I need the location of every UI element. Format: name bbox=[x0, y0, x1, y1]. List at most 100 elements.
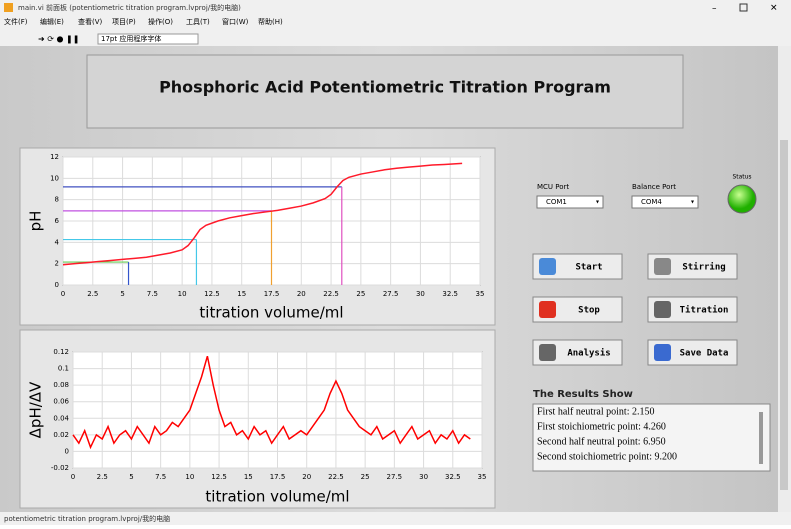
results-box bbox=[532, 403, 771, 472]
x-tick-label: 20 bbox=[297, 290, 306, 298]
status-bar bbox=[0, 512, 791, 525]
button-label[interactable]: Save Data bbox=[680, 349, 729, 359]
button-icon[interactable] bbox=[539, 301, 556, 318]
button-icon[interactable] bbox=[539, 258, 556, 275]
maximize[interactable] bbox=[739, 3, 748, 12]
scroll-thumb[interactable] bbox=[780, 140, 788, 490]
y-tick-label: 0.06 bbox=[53, 398, 69, 406]
button[interactable]: Save Data bbox=[647, 339, 738, 366]
x-axis-label: titration volume/ml bbox=[205, 488, 349, 506]
x-tick-label: 17.5 bbox=[264, 290, 280, 298]
x-tick-label: 32.5 bbox=[442, 290, 458, 298]
x-tick-label: 27.5 bbox=[387, 473, 403, 481]
dropdown-arrow[interactable]: ▾ bbox=[596, 199, 599, 206]
status-led bbox=[727, 184, 757, 214]
y-axis-label: ΔpH/ΔV bbox=[27, 381, 45, 438]
result-line: First half neutral point: 2.150 bbox=[537, 406, 655, 417]
y-tick-label: 0.02 bbox=[53, 431, 69, 439]
y-tick-label: 8 bbox=[55, 196, 59, 204]
results-scroll[interactable] bbox=[759, 412, 763, 464]
button-icon[interactable] bbox=[654, 301, 671, 318]
button-icon[interactable] bbox=[654, 344, 671, 361]
x-tick-label: 25 bbox=[361, 473, 370, 481]
x-tick-label: 5 bbox=[120, 290, 124, 298]
x-tick-label: 30 bbox=[416, 290, 425, 298]
balance-port-label: Balance Port bbox=[632, 183, 676, 191]
x-tick-label: 7.5 bbox=[147, 290, 158, 298]
mcu-port-label: MCU Port bbox=[537, 183, 569, 191]
button-icon[interactable] bbox=[654, 258, 671, 275]
status-label: Status bbox=[732, 174, 751, 181]
x-tick-label: 32.5 bbox=[445, 473, 461, 481]
x-tick-label: 15 bbox=[237, 290, 246, 298]
x-tick-label: 12.5 bbox=[204, 290, 220, 298]
x-tick-label: 25 bbox=[356, 290, 365, 298]
y-tick-label: 0.1 bbox=[58, 365, 69, 373]
menu-item[interactable]: 帮助(H) bbox=[258, 17, 283, 26]
y-tick-label: 0.12 bbox=[53, 348, 69, 356]
result-line: Second stoichiometric point: 9.200 bbox=[537, 451, 677, 462]
y-tick-label: 0 bbox=[65, 447, 69, 455]
title-box bbox=[86, 54, 684, 129]
x-tick-label: 10 bbox=[178, 290, 187, 298]
menu-item[interactable]: 查看(V) bbox=[78, 17, 103, 26]
menu-item[interactable]: 文件(F) bbox=[4, 17, 28, 26]
balance-port-select[interactable] bbox=[631, 195, 699, 209]
menu-item[interactable]: 窗口(W) bbox=[222, 17, 249, 26]
button[interactable]: Titration bbox=[647, 296, 738, 323]
x-tick-label: 20 bbox=[302, 473, 311, 481]
x-tick-label: 0 bbox=[71, 473, 75, 481]
toolbar-run[interactable]: ➜ ⟳ ● ❚❚ bbox=[38, 35, 79, 44]
y-tick-label: -0.02 bbox=[51, 464, 69, 472]
y-tick-label: 0.04 bbox=[53, 414, 69, 422]
button[interactable]: Start bbox=[532, 253, 623, 280]
result-line: Second half neutral point: 6.950 bbox=[537, 436, 666, 447]
button-label[interactable]: Start bbox=[575, 263, 602, 273]
minimize[interactable]: – bbox=[712, 4, 717, 14]
button-label[interactable]: Analysis bbox=[567, 348, 610, 359]
x-axis-label: titration volume/ml bbox=[199, 304, 343, 322]
x-tick-label: 15 bbox=[244, 473, 253, 481]
y-axis-label: pH bbox=[27, 211, 45, 232]
x-tick-label: 10 bbox=[185, 473, 194, 481]
y-tick-label: 0.08 bbox=[53, 381, 69, 389]
x-tick-label: 2.5 bbox=[87, 290, 98, 298]
dropdown-arrow[interactable]: ▾ bbox=[691, 199, 694, 206]
button[interactable]: Analysis bbox=[532, 339, 623, 366]
x-tick-label: 2.5 bbox=[97, 473, 108, 481]
menu-item[interactable]: 编辑(E) bbox=[40, 17, 64, 26]
button-icon[interactable] bbox=[539, 344, 556, 361]
balance-port-value[interactable]: COM4 bbox=[641, 198, 662, 206]
status-bar-text: potentiometric titration program.lvproj/… bbox=[4, 514, 170, 523]
menu-item[interactable]: 工具(T) bbox=[186, 18, 210, 26]
y-tick-label: 6 bbox=[55, 217, 60, 225]
button-label[interactable]: Stop bbox=[578, 306, 600, 316]
button[interactable]: Stirring bbox=[647, 253, 738, 280]
x-tick-label: 22.5 bbox=[323, 290, 339, 298]
x-tick-label: 35 bbox=[476, 290, 485, 298]
close[interactable]: ✕ bbox=[770, 4, 778, 14]
y-tick-label: 10 bbox=[50, 174, 59, 182]
results-title: The Results Show bbox=[533, 389, 633, 400]
y-tick-label: 4 bbox=[55, 238, 60, 246]
data-line bbox=[72, 355, 471, 450]
app-icon bbox=[4, 3, 13, 12]
menu-item[interactable]: 项目(P) bbox=[112, 18, 136, 26]
button-label[interactable]: Titration bbox=[680, 305, 729, 316]
panel-title: Phosphoric Acid Potentiometric Titration… bbox=[159, 78, 611, 97]
x-tick-label: 12.5 bbox=[211, 473, 227, 481]
data-line bbox=[62, 162, 463, 266]
font-select[interactable]: 17pt 应用程序字体 bbox=[101, 34, 161, 43]
y-tick-label: 12 bbox=[50, 153, 59, 161]
x-tick-label: 30 bbox=[419, 473, 428, 481]
font-box[interactable] bbox=[97, 33, 199, 45]
x-tick-label: 17.5 bbox=[270, 473, 286, 481]
y-tick-label: 2 bbox=[55, 260, 59, 268]
mcu-port-select[interactable] bbox=[536, 195, 604, 209]
x-tick-label: 22.5 bbox=[328, 473, 344, 481]
x-tick-label: 35 bbox=[478, 473, 487, 481]
button-label[interactable]: Stirring bbox=[682, 262, 725, 273]
mcu-port-value[interactable]: COM1 bbox=[546, 198, 567, 206]
button[interactable]: Stop bbox=[532, 296, 623, 323]
menu-item[interactable]: 操作(O) bbox=[148, 17, 173, 26]
